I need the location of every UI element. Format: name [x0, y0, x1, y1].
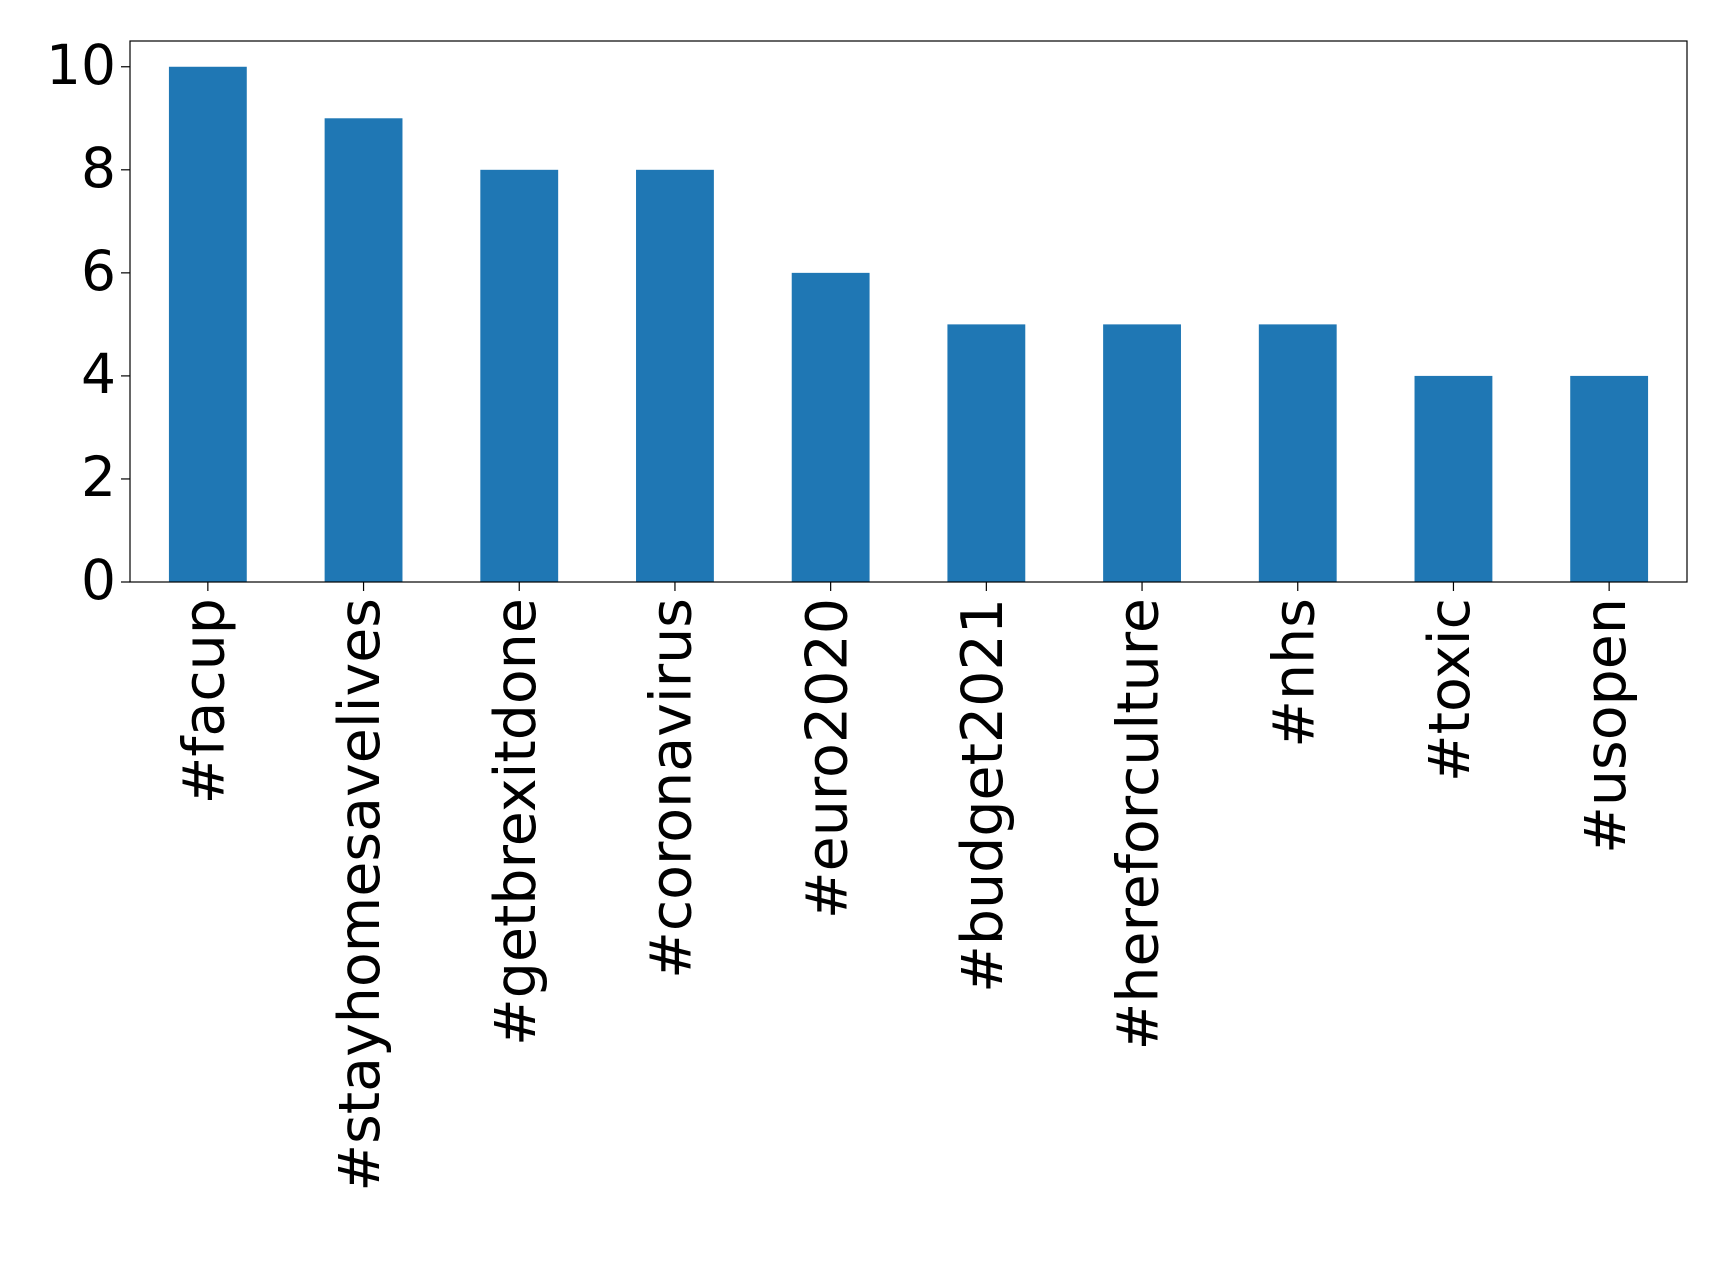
bar	[168, 66, 247, 582]
y-tick-label: 2	[81, 445, 116, 509]
bar	[1414, 375, 1493, 582]
bar	[1258, 324, 1337, 582]
y-tick-label: 6	[81, 239, 116, 303]
bar	[947, 324, 1026, 582]
y-tick-label: 0	[81, 548, 116, 612]
x-tick-label: #coronavirus	[639, 598, 705, 979]
x-tick-label: #stayhomesavelives	[327, 598, 393, 1192]
x-tick-label: #toxic	[1417, 598, 1483, 782]
bar	[324, 118, 403, 583]
x-tick-label: #getbrexitdone	[483, 598, 549, 1046]
plot-frame	[129, 40, 1688, 583]
x-tick-label: #hereforculture	[1106, 598, 1172, 1050]
bar	[636, 169, 714, 583]
bar	[480, 169, 559, 583]
bar	[791, 272, 870, 582]
y-tick-label: 10	[46, 33, 116, 97]
x-tick-label: #budget2021	[950, 598, 1016, 993]
x-tick-label: #usopen	[1573, 598, 1639, 854]
x-tick-label: #nhs	[1261, 598, 1327, 748]
bar	[1103, 324, 1181, 582]
y-tick-label: 8	[81, 136, 116, 200]
x-tick-label: #euro2020	[794, 598, 860, 919]
bar	[1570, 375, 1649, 582]
y-tick-label: 4	[81, 342, 116, 406]
x-tick-label: #facup	[171, 598, 237, 804]
